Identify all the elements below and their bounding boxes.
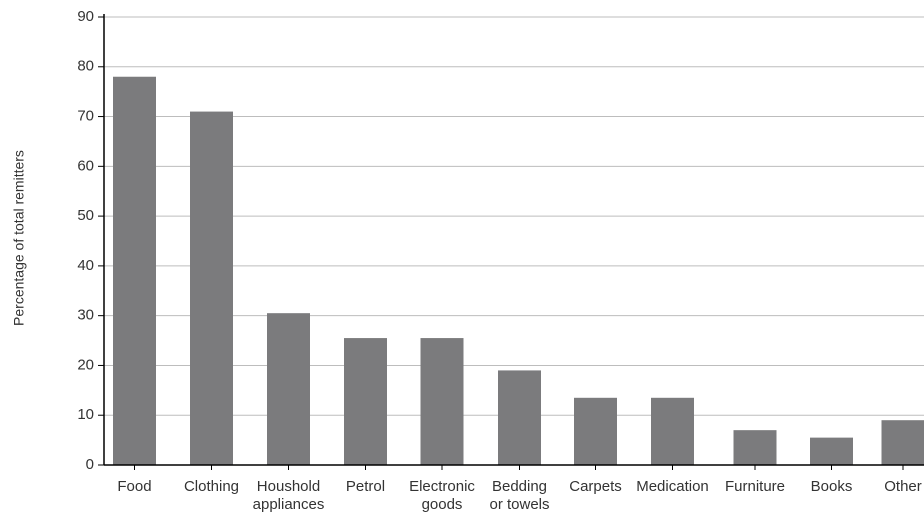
y-axis-label: Percentage of total remitters (11, 150, 27, 326)
y-tick-label: 80 (77, 58, 94, 75)
x-category-label-line: Petrol (346, 478, 385, 495)
x-category-label-line: Food (117, 478, 151, 495)
bar (344, 338, 387, 465)
bar (881, 420, 924, 465)
x-category-label: Electronic goods (409, 478, 475, 513)
x-category-label-line: goods (422, 496, 463, 513)
bars (113, 76, 924, 466)
x-category-label: Houshold appliances (253, 478, 325, 513)
x-category-label: Other (884, 478, 922, 495)
x-category-label-line: Electronic (409, 478, 475, 495)
x-category-label: Petrol (346, 478, 385, 495)
y-tick-label: 90 (77, 8, 94, 25)
x-category-label: Furniture (725, 478, 785, 495)
y-tick-label: 60 (77, 157, 94, 174)
axes (98, 14, 924, 470)
y-tick-label: 70 (77, 108, 94, 125)
y-tick-label: 50 (77, 207, 94, 224)
bar (574, 397, 617, 465)
x-category-label-line: Houshold (257, 478, 320, 495)
bar (733, 430, 777, 465)
y-tick-label: 20 (77, 356, 94, 373)
x-category-labels: Food Clothing Houshold appliances Petrol Elec… (117, 478, 921, 513)
x-category-label-line: Furniture (725, 478, 785, 495)
x-category-label-line: Other (884, 478, 922, 495)
x-category-label: Books (811, 478, 853, 495)
bar (420, 338, 464, 465)
x-category-label: Bedding or towels (489, 478, 549, 513)
x-category-label-line: Bedding (492, 478, 547, 495)
bar (267, 313, 310, 465)
x-category-label-line: or towels (489, 496, 549, 513)
x-category-label-line: Carpets (569, 478, 622, 495)
y-tick-labels: 0 10 20 30 40 50 60 70 80 90 (77, 8, 94, 473)
bar (190, 111, 233, 466)
bar (810, 437, 853, 465)
bar (651, 397, 694, 465)
x-category-label: Medication (636, 478, 709, 495)
x-category-label-line: Clothing (184, 478, 239, 495)
x-category-label-line: Medication (636, 478, 709, 495)
x-category-label: Food (117, 478, 151, 495)
x-category-label-line: Books (811, 478, 853, 495)
bar (113, 76, 156, 465)
x-category-label: Carpets (569, 478, 622, 495)
bar (498, 370, 541, 465)
y-tick-label: 10 (77, 406, 94, 423)
y-tick-label: 30 (77, 307, 94, 324)
x-category-label-line: appliances (253, 496, 325, 513)
y-tick-label: 40 (77, 257, 94, 274)
gridlines (104, 16, 924, 416)
y-tick-label: 0 (86, 456, 94, 473)
x-category-label: Clothing (184, 478, 239, 495)
